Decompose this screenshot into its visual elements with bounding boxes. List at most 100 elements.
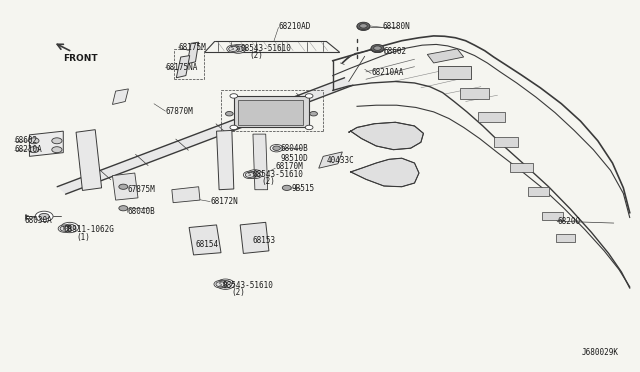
Text: N: N	[68, 225, 71, 230]
Text: 08543-51610: 08543-51610	[240, 44, 291, 53]
Bar	[234, 96, 309, 128]
Text: S: S	[248, 172, 250, 177]
Polygon shape	[57, 78, 353, 194]
Text: 67875M: 67875M	[127, 185, 155, 194]
Circle shape	[371, 45, 384, 52]
Circle shape	[374, 46, 381, 51]
Polygon shape	[113, 89, 129, 105]
Circle shape	[227, 45, 239, 52]
Text: 68175NA: 68175NA	[166, 63, 198, 72]
Text: 68200: 68200	[557, 217, 580, 226]
Bar	[238, 100, 303, 125]
Circle shape	[230, 94, 237, 98]
Circle shape	[58, 225, 71, 232]
Bar	[478, 112, 505, 122]
Text: FRONT: FRONT	[63, 54, 98, 62]
Circle shape	[230, 125, 237, 130]
Text: (2): (2)	[232, 288, 246, 297]
Circle shape	[357, 23, 370, 31]
Circle shape	[357, 22, 370, 30]
Circle shape	[371, 44, 384, 52]
Text: 68040B: 68040B	[280, 144, 308, 153]
Text: (2): (2)	[250, 51, 264, 60]
Circle shape	[310, 112, 317, 116]
Polygon shape	[216, 131, 234, 190]
Circle shape	[360, 24, 367, 28]
Circle shape	[374, 46, 381, 50]
Circle shape	[52, 147, 62, 153]
Text: S: S	[218, 282, 221, 287]
Polygon shape	[253, 134, 268, 190]
Circle shape	[233, 46, 243, 52]
Text: 08911-1062G: 08911-1062G	[63, 225, 114, 234]
Text: 98510D: 98510D	[280, 154, 308, 163]
Circle shape	[243, 171, 256, 179]
Circle shape	[305, 125, 313, 130]
Bar	[461, 88, 489, 99]
Circle shape	[214, 280, 227, 288]
Circle shape	[29, 138, 39, 144]
Bar	[527, 187, 549, 196]
Circle shape	[371, 45, 384, 52]
Circle shape	[357, 23, 370, 31]
Text: 68210AA: 68210AA	[371, 68, 403, 77]
Circle shape	[216, 282, 225, 287]
Circle shape	[61, 222, 79, 233]
Polygon shape	[113, 173, 138, 200]
Circle shape	[52, 138, 62, 144]
Polygon shape	[189, 225, 221, 255]
Polygon shape	[351, 158, 419, 187]
Polygon shape	[187, 42, 198, 64]
Polygon shape	[240, 222, 269, 253]
Text: S: S	[231, 46, 234, 51]
Text: 68175M: 68175M	[178, 42, 206, 51]
Text: S: S	[236, 46, 239, 51]
Text: 40433C: 40433C	[326, 156, 354, 165]
Text: 08543-51610: 08543-51610	[223, 281, 274, 290]
Bar	[438, 66, 471, 79]
Circle shape	[219, 280, 232, 288]
Text: 68602: 68602	[15, 136, 38, 145]
Polygon shape	[176, 55, 189, 78]
Polygon shape	[29, 131, 63, 156]
Circle shape	[228, 46, 237, 51]
Bar	[510, 163, 533, 172]
Circle shape	[39, 214, 49, 219]
Text: 67870M: 67870M	[166, 107, 193, 116]
Circle shape	[282, 185, 291, 190]
Text: 68153: 68153	[253, 236, 276, 246]
Text: J680029K: J680029K	[582, 348, 619, 357]
Circle shape	[230, 44, 246, 53]
Circle shape	[247, 170, 262, 179]
Bar	[556, 234, 575, 242]
Circle shape	[119, 206, 128, 211]
Bar	[542, 212, 563, 220]
Circle shape	[119, 184, 128, 189]
Text: 68170M: 68170M	[275, 162, 303, 171]
Circle shape	[64, 224, 76, 231]
Circle shape	[250, 171, 260, 177]
Bar	[493, 137, 518, 147]
Circle shape	[216, 279, 234, 289]
Text: 08543-51610: 08543-51610	[253, 170, 304, 179]
Text: N: N	[63, 226, 65, 231]
Polygon shape	[319, 152, 342, 168]
Text: (2): (2)	[261, 177, 275, 186]
Circle shape	[270, 144, 283, 152]
Circle shape	[29, 147, 39, 153]
Circle shape	[225, 112, 233, 116]
Text: 68180N: 68180N	[383, 22, 410, 31]
Circle shape	[245, 172, 254, 177]
Polygon shape	[349, 122, 424, 150]
Circle shape	[273, 146, 280, 150]
Text: 68040B: 68040B	[127, 207, 155, 216]
Text: 68602: 68602	[384, 47, 407, 56]
Text: 68210A: 68210A	[15, 145, 42, 154]
Polygon shape	[428, 49, 464, 63]
Text: 68210AD: 68210AD	[278, 22, 311, 31]
Text: 68030A: 68030A	[25, 216, 52, 225]
Circle shape	[35, 211, 53, 222]
Text: 68154: 68154	[195, 240, 219, 249]
Text: 9B515: 9B515	[291, 185, 314, 193]
Polygon shape	[76, 130, 102, 190]
